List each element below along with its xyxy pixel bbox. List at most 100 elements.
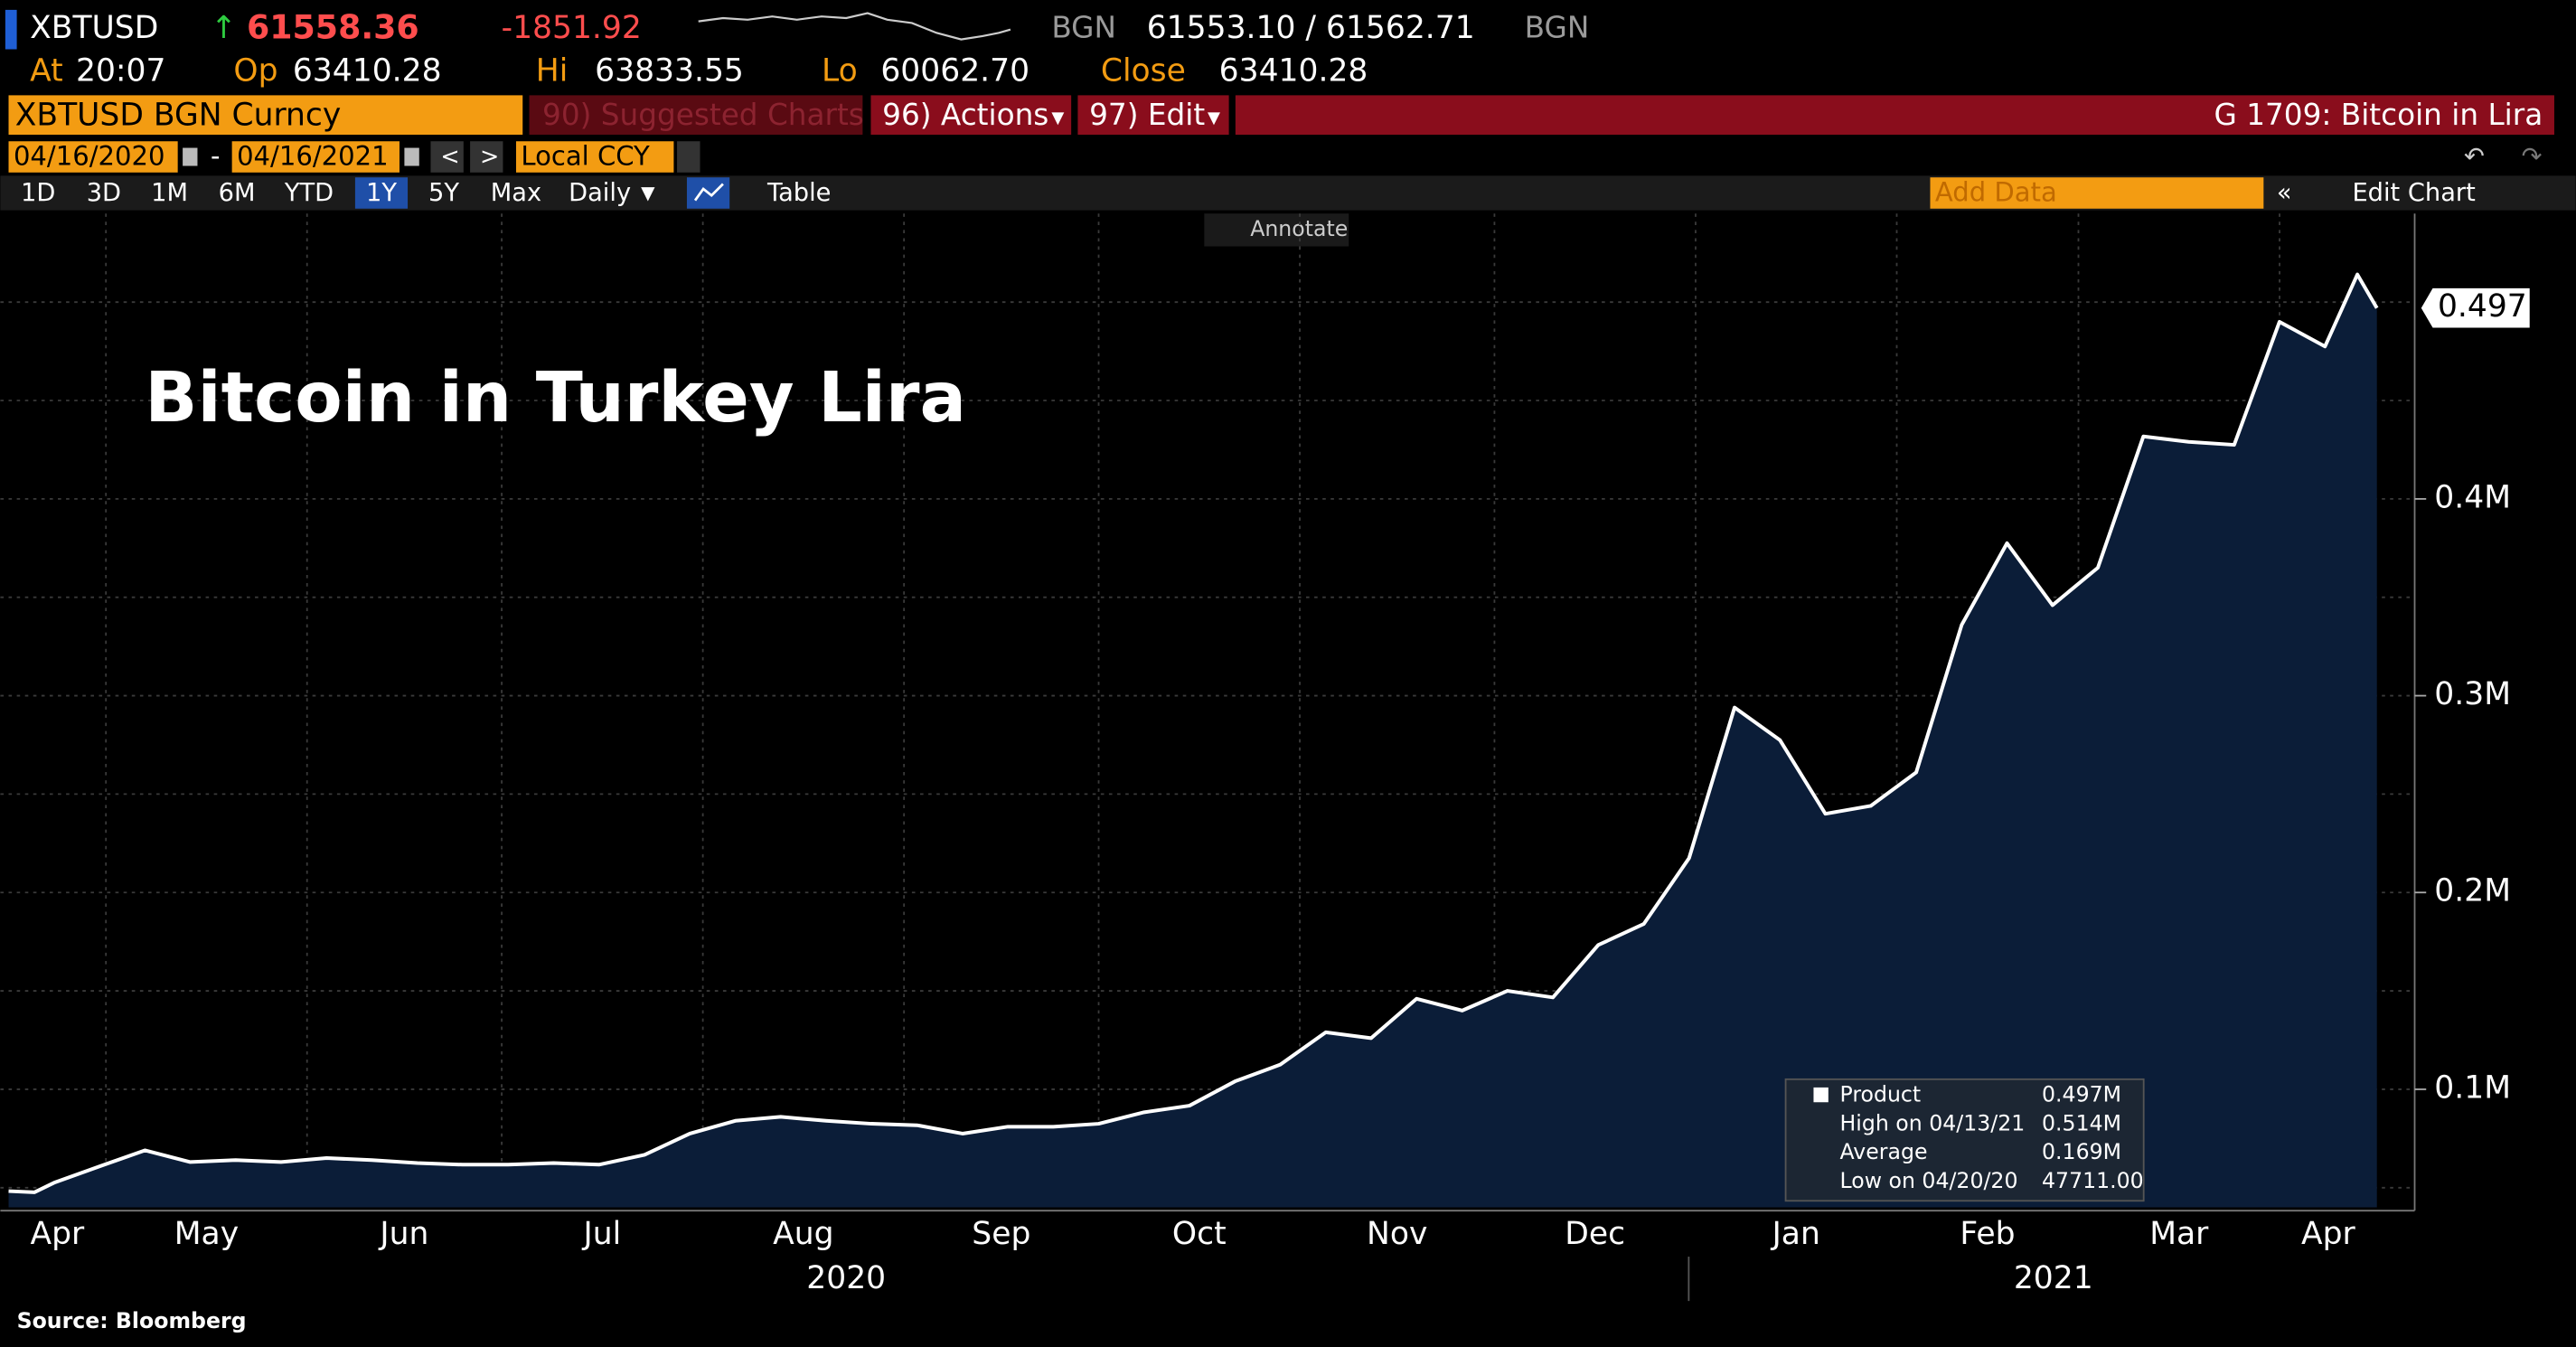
collapse-icon: « xyxy=(2277,179,2292,207)
undo-icon: ↶ xyxy=(2464,143,2485,171)
ticker: XBTUSD xyxy=(30,10,158,46)
stats-value: 47711.00 xyxy=(2042,1168,2144,1193)
suggested-charts: 90) Suggested Charts xyxy=(542,98,864,132)
security-box[interactable] xyxy=(8,95,523,135)
x-tick-label: Jun xyxy=(378,1216,428,1252)
period-button[interactable]: 1Y xyxy=(366,179,397,207)
year-label: 2020 xyxy=(806,1260,886,1296)
stats-label: High on 04/13/21 xyxy=(1840,1110,2026,1135)
edit-box[interactable] xyxy=(1077,95,1229,135)
annotate-box[interactable] xyxy=(1204,213,1349,247)
dropdown-icon: ▼ xyxy=(641,182,655,203)
currency-box[interactable] xyxy=(515,141,674,173)
bid-ask: 61553.10 / 61562.71 xyxy=(1147,10,1475,46)
stats-value: 0.514M xyxy=(2042,1110,2121,1135)
x-tick-label: Apr xyxy=(2301,1216,2356,1252)
annotate[interactable]: Annotate xyxy=(1250,216,1348,241)
currency-dropdown[interactable] xyxy=(677,141,700,173)
x-tick-label: Sep xyxy=(972,1216,1030,1252)
stats-label: Average xyxy=(1840,1139,1928,1164)
start-date: 04/16/2020 xyxy=(14,140,165,171)
up-arrow: ↑ xyxy=(211,10,237,46)
y-tick-label: 0.4M xyxy=(2434,479,2511,515)
table-button[interactable]: Table xyxy=(766,179,831,207)
quote-value: 63410.28 xyxy=(1219,52,1368,89)
product-swatch xyxy=(1813,1087,1829,1103)
period-button[interactable]: 1M xyxy=(151,179,188,207)
source: Source: Bloomberg xyxy=(17,1308,247,1333)
last-value-label: 0.497M xyxy=(2438,288,2554,325)
ticker-marker xyxy=(5,9,17,50)
y-tick-label: 0.2M xyxy=(2434,873,2511,909)
quote-label: At xyxy=(30,52,63,89)
x-tick-label: Nov xyxy=(1367,1216,1427,1252)
quote-value: 63833.55 xyxy=(595,52,744,89)
last-price: 61558.36 xyxy=(247,8,419,47)
end-date-box[interactable] xyxy=(231,141,400,173)
frequency[interactable]: Daily xyxy=(569,179,631,207)
actions-menu: 96) Actions xyxy=(882,98,1048,132)
stats-border xyxy=(1784,1078,2145,1202)
stats-box xyxy=(1785,1079,2144,1201)
add-data-box[interactable] xyxy=(1930,177,2264,209)
stats-label: Product xyxy=(1840,1081,1922,1107)
chart-name-bar xyxy=(1235,95,2554,135)
chart-title: Bitcoin in Turkey Lira xyxy=(145,357,966,438)
period-button[interactable]: 6M xyxy=(219,179,256,207)
next-button[interactable] xyxy=(470,141,503,173)
y-tick-label: 0.3M xyxy=(2434,676,2511,712)
quote-value: 20:07 xyxy=(76,52,165,89)
area xyxy=(8,274,2377,1208)
chart-icon xyxy=(693,183,724,202)
quote-value: 60062.70 xyxy=(880,52,1029,89)
chart-name: G 1709: Bitcoin in Lira xyxy=(2214,98,2543,132)
period-button[interactable]: 5Y xyxy=(428,179,459,207)
prev-icon: < xyxy=(440,142,459,169)
x-tick-label: Feb xyxy=(1960,1216,2015,1252)
ask-source: BGN xyxy=(1525,11,1590,45)
quote-label: Lo xyxy=(822,52,858,89)
security: XBTUSD BGN Curncy xyxy=(15,98,342,134)
x-tick-label: Jan xyxy=(1771,1216,1820,1252)
quote-label: Close xyxy=(1101,52,1186,89)
last-value-box xyxy=(2421,287,2530,328)
quote-value: 63410.28 xyxy=(293,52,442,89)
next-icon: > xyxy=(480,142,499,169)
x-tick-label: Apr xyxy=(30,1216,85,1252)
x-tick-label: May xyxy=(174,1216,239,1252)
period-button[interactable]: YTD xyxy=(284,179,334,207)
date-dash: - xyxy=(211,140,221,171)
x-tick-label: Jul xyxy=(582,1216,622,1252)
calendar-icon[interactable] xyxy=(183,147,198,166)
suggested-box[interactable] xyxy=(529,95,863,135)
bid-source: BGN xyxy=(1051,11,1116,45)
actions-box[interactable] xyxy=(870,95,1072,135)
period-button[interactable]: 1D xyxy=(21,179,55,207)
y-tick-label: 0.1M xyxy=(2434,1069,2511,1106)
quote-label: Hi xyxy=(536,52,569,89)
stats-value: 0.169M xyxy=(2042,1139,2121,1164)
period-button[interactable]: Max xyxy=(491,179,541,207)
year-label: 2021 xyxy=(2014,1260,2093,1296)
stats-value: 0.497M xyxy=(2042,1081,2121,1107)
calendar-icon[interactable] xyxy=(404,147,419,166)
x-tick-label: Aug xyxy=(773,1216,833,1252)
edit-menu: 97) Edit xyxy=(1089,98,1205,132)
start-date-box[interactable] xyxy=(8,141,178,173)
period-button[interactable]: 3D xyxy=(87,179,121,207)
stats-label: Low on 04/20/20 xyxy=(1840,1168,2018,1193)
x-tick-label: Mar xyxy=(2149,1216,2209,1252)
edit-chart[interactable]: Edit Chart xyxy=(2352,179,2476,207)
line xyxy=(8,272,2379,1194)
currency: Local CCY xyxy=(521,140,650,171)
period-selected xyxy=(354,177,409,209)
sparkline xyxy=(698,12,1011,41)
add-data[interactable]: Add Data xyxy=(1935,176,2057,207)
dropdown-icon: ▼ xyxy=(1208,108,1220,127)
price-change: -1851.92 xyxy=(502,10,642,46)
quote-label: Op xyxy=(233,52,277,89)
dropdown-icon: ▼ xyxy=(1051,108,1064,127)
x-tick-label: Dec xyxy=(1565,1216,1625,1252)
prev-button[interactable] xyxy=(430,141,464,173)
